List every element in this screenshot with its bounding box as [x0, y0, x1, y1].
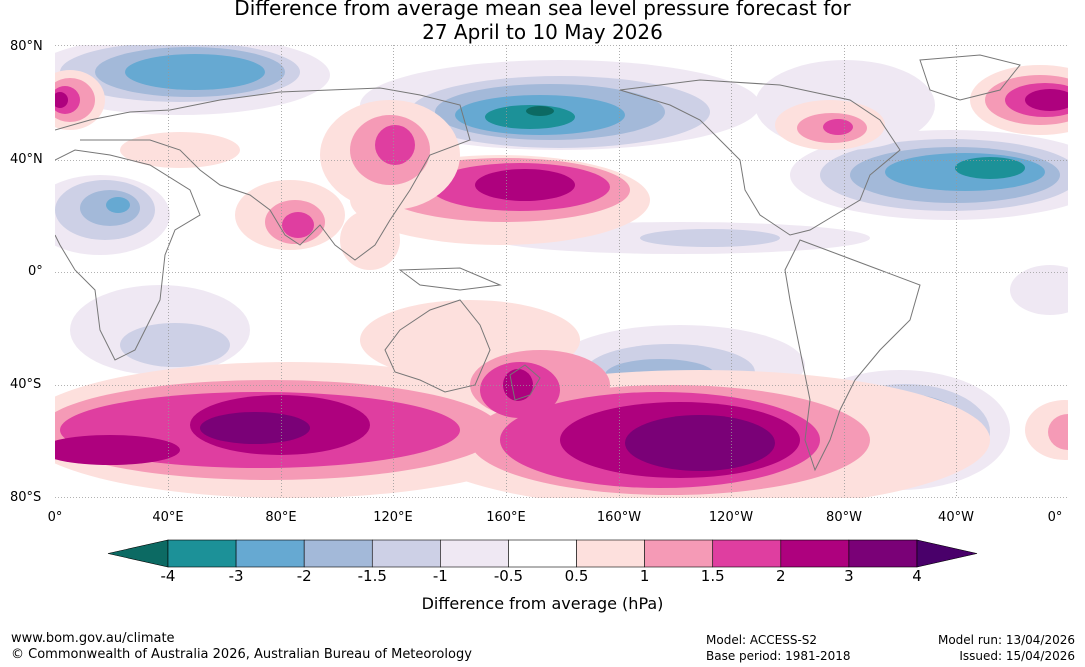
greenland-outline — [919, 54, 1021, 101]
footer-base-period: Base period: 1981-2018 — [706, 649, 851, 663]
colorbar-swatch — [848, 539, 918, 568]
colorbar-swatch — [508, 539, 577, 568]
colorbar-swatch — [780, 539, 850, 568]
lon-label-120e: 120°E — [373, 510, 413, 525]
lat-label-80n: 80°N — [10, 39, 43, 54]
colorbar-swatch — [167, 539, 237, 568]
lat-label-40n: 40°N — [10, 152, 43, 167]
lon-label-40e: 40°E — [152, 510, 184, 525]
eurasia-outline — [55, 87, 471, 261]
footer-website: www.bom.gov.au/climate — [11, 631, 175, 646]
colorbar-swatch — [371, 539, 441, 568]
lon-label-40w: 40°W — [938, 510, 974, 525]
coastlines — [55, 54, 1021, 472]
footer-model-run: Model run: 13/04/2026 — [937, 633, 1075, 647]
colorbar-swatch — [440, 539, 509, 568]
colorbar-tick-label: 3 — [844, 567, 854, 585]
lon-label-160w: 160°W — [596, 510, 642, 525]
title-line-2: 27 April to 10 May 2026 — [422, 20, 663, 44]
footer-copyright: © Commonwealth of Australia 2026, Austra… — [11, 647, 472, 662]
colorbar-swatch — [303, 539, 373, 568]
lat-label-80s: 80°S — [10, 490, 42, 505]
maritime-continent-outline — [398, 267, 502, 291]
colorbar-title: Difference from average (hPa) — [421, 594, 664, 613]
footer-issued: Issued: 15/04/2026 — [959, 649, 1075, 663]
map-title: Difference from average mean sea level p… — [0, 0, 1085, 44]
north-america-outline — [619, 79, 901, 236]
colorbar-tick-label: 0.5 — [564, 567, 589, 585]
colorbar-tick-label: -4 — [160, 567, 176, 585]
colorbar — [107, 539, 978, 568]
lon-label-0-left: 0° — [47, 510, 63, 525]
lat-label-equator: 0° — [28, 264, 43, 279]
negative-anomaly-fields — [55, 45, 1068, 490]
footer-model: Model: ACCESS-S2 — [706, 633, 818, 647]
colorbar-swatch — [576, 539, 645, 568]
colorbar-extend-low — [107, 539, 169, 568]
title-line-1: Difference from average mean sea level p… — [234, 0, 851, 20]
colorbar-swatch — [712, 539, 782, 568]
colorbar-tick-label: -2 — [296, 567, 312, 585]
colorbar-extend-high — [916, 539, 978, 568]
australia-outline — [384, 299, 491, 393]
new-zealand-outline — [509, 364, 541, 401]
lon-label-80e: 80°E — [265, 510, 297, 525]
colorbar-tick-label: 2 — [776, 567, 786, 585]
colorbar-tick-label: 1 — [639, 567, 650, 585]
lat-label-40s: 40°S — [10, 377, 42, 392]
colorbar-swatch — [644, 539, 714, 568]
colorbar-swatch — [235, 539, 305, 568]
lon-label-160e: 160°E — [486, 510, 526, 525]
colorbar-tick-label: -0.5 — [493, 567, 524, 585]
colorbar-tick-label: 4 — [912, 567, 922, 585]
south-america-outline — [784, 239, 921, 472]
colorbar-tick-label: -1 — [432, 567, 448, 585]
africa-outline — [55, 149, 201, 361]
colorbar-tick-label: 1.5 — [700, 567, 725, 585]
colorbar-tick-label: -1.5 — [357, 567, 387, 585]
lon-label-80w: 80°W — [826, 510, 862, 525]
positive-anomaly-fields — [55, 65, 1068, 498]
map-area — [55, 45, 1068, 498]
colorbar-tick-label: -3 — [228, 567, 244, 585]
gridlines — [55, 45, 1068, 498]
lon-label-0-right: 0° — [1047, 510, 1063, 525]
lon-label-120w: 120°W — [708, 510, 754, 525]
